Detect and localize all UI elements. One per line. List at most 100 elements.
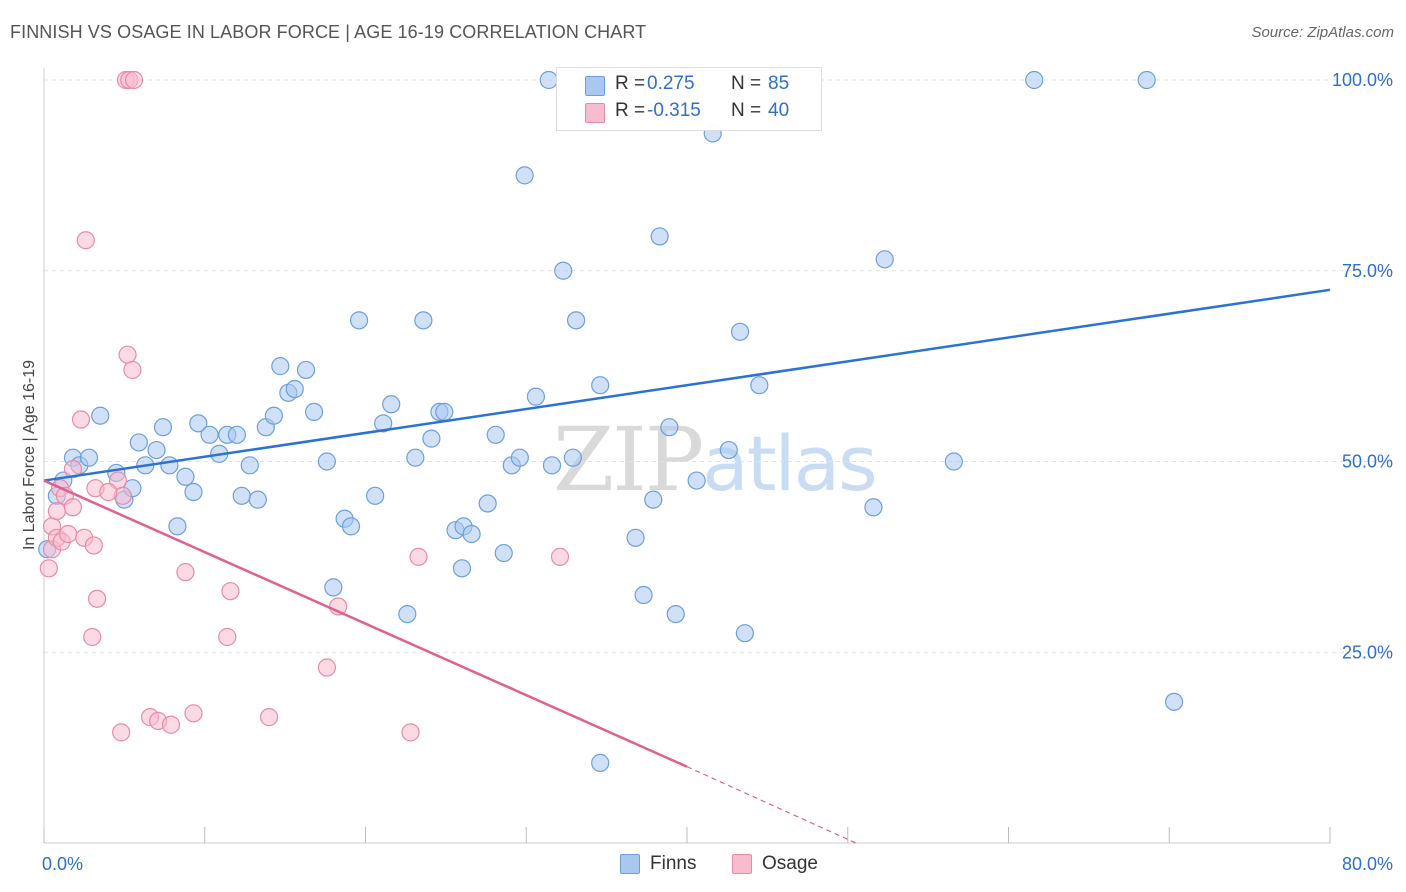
finns-point-46 (435, 402, 454, 422)
y-tick-label-50: 50.0% (1342, 452, 1393, 472)
osage-legend-label: Osage (762, 853, 818, 874)
series-legend-osage: Osage (732, 852, 818, 876)
osage-legend-swatch (732, 854, 752, 874)
finns-point-15 (168, 517, 187, 536)
finns-point-37 (349, 311, 369, 330)
osage-point-15 (87, 589, 107, 608)
osage-point-0 (39, 559, 58, 578)
y-tick-label-100: 100.0% (1332, 70, 1393, 90)
finns-point-31 (296, 360, 316, 380)
y-tick-label-25: 25.0% (1342, 642, 1393, 662)
osage-point-28 (221, 582, 240, 601)
finns-point-63 (591, 376, 610, 395)
osage-trend-line (43, 479, 688, 768)
finns-point-73 (719, 440, 738, 460)
finns-n-value: 85 (768, 73, 790, 94)
osage-point-10 (63, 498, 83, 517)
finns-point-40 (382, 395, 401, 414)
finns-point-80 (1137, 70, 1156, 90)
series-legend-finns: Finns (620, 852, 696, 876)
finns-point-57 (542, 456, 562, 475)
finns-point-22 (227, 425, 246, 444)
osage-point-39 (99, 482, 118, 502)
finns-point-69 (660, 418, 679, 437)
finns-point-83 (452, 559, 472, 578)
source-credit: Source: ZipAtlas.com (1251, 24, 1394, 41)
finns-point-56 (526, 387, 545, 406)
finns-point-6 (91, 406, 110, 425)
osage-swatch (585, 103, 605, 123)
finns-point-23 (232, 486, 251, 505)
osage-n-label: N = (731, 100, 762, 121)
finns-point-19 (200, 425, 219, 444)
osage-point-26 (184, 704, 203, 723)
stats-legend: R = 0.275 N = 85 R = -0.315 N = 40 (556, 67, 822, 131)
x-tick-label-min: 0.0% (42, 854, 83, 874)
finns-legend-label: Finns (650, 853, 697, 874)
finns-trend-line (43, 288, 1331, 482)
osage-point-29 (259, 708, 279, 727)
finns-point-51 (486, 425, 505, 444)
finns-point-60 (563, 448, 582, 467)
finns-point-38 (366, 486, 385, 505)
finns-point-58 (539, 70, 558, 90)
osage-point-21 (112, 723, 131, 742)
finns-point-49 (462, 524, 481, 544)
osage-n-value: 40 (768, 100, 790, 121)
finns-point-17 (184, 482, 203, 502)
finns-legend-swatch (620, 854, 640, 874)
finns-point-42 (406, 448, 425, 467)
y-tick-label-75: 75.0% (1342, 261, 1393, 281)
finns-point-68 (650, 227, 669, 246)
finns-point-79 (1025, 70, 1044, 90)
osage-point-33 (409, 547, 428, 566)
finns-point-44 (422, 429, 441, 448)
finns-point-74 (735, 624, 754, 643)
finns-point-78 (944, 452, 963, 471)
osage-r-label: R = (615, 100, 646, 121)
osage-point-27 (218, 627, 237, 647)
finns-point-30 (285, 379, 304, 399)
osage-point-3 (47, 501, 66, 521)
finns-r-value: 0.275 (647, 73, 695, 94)
finns-point-52 (494, 543, 513, 563)
finns-point-14 (160, 456, 179, 475)
finns-n-label: N = (731, 73, 762, 94)
osage-point-30 (317, 658, 337, 677)
finns-point-70 (666, 604, 685, 624)
osage-trend-line-extension (686, 766, 857, 844)
osage-point-13 (76, 231, 95, 250)
osage-point-9 (63, 460, 83, 479)
finns-point-64 (591, 753, 610, 772)
finns-point-27 (264, 406, 283, 425)
osage-r-value: -0.315 (647, 100, 701, 121)
finns-point-43 (414, 311, 433, 330)
finns-point-5 (79, 448, 99, 467)
finns-point-34 (324, 578, 343, 597)
finns-point-75 (730, 322, 750, 341)
osage-point-25 (176, 563, 195, 582)
osage-point-19 (118, 345, 137, 364)
finns-r-label: R = (615, 73, 646, 94)
finns-point-61 (566, 311, 586, 330)
finns-point-66 (634, 585, 653, 605)
finns-point-33 (317, 452, 337, 471)
finns-point-55 (515, 166, 534, 185)
osage-point-37 (124, 70, 144, 90)
finns-point-25 (248, 490, 267, 509)
finns-point-77 (864, 498, 883, 517)
osage-point-32 (401, 723, 420, 742)
finns-point-16 (176, 467, 195, 486)
finns-point-12 (147, 440, 166, 460)
finns-point-18 (189, 414, 208, 433)
finns-point-81 (1164, 692, 1184, 711)
chart-title: FINNISH VS OSAGE IN LABOR FORCE | AGE 16… (10, 22, 647, 42)
finns-point-71 (687, 471, 706, 490)
x-tick-label-max: 80.0% (1342, 854, 1393, 874)
finns-point-13 (153, 418, 173, 437)
osage-point-11 (71, 410, 91, 429)
osage-point-16 (84, 536, 103, 555)
finns-point-59 (554, 261, 573, 280)
finns-point-54 (510, 448, 529, 467)
